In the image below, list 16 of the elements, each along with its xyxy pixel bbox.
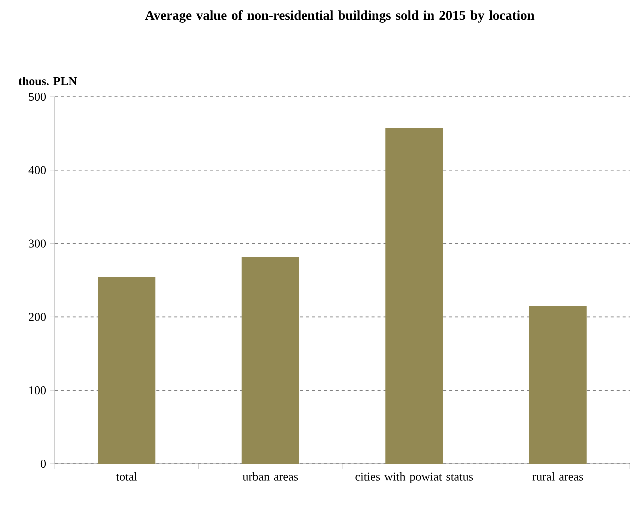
y-tick-label: 200 <box>29 313 46 322</box>
chart-title: Average value of non-residential buildings sold in 2015 by location <box>145 10 535 23</box>
bar <box>386 128 444 464</box>
y-tick-label: 500 <box>29 92 46 102</box>
x-tick-label: urban areas <box>242 472 298 481</box>
y-tick-label: 400 <box>28 166 46 174</box>
x-tick-label: total <box>116 472 138 481</box>
bar <box>98 278 156 464</box>
y-axis-title: thous. PLN <box>18 77 78 86</box>
y-tick-label: 100 <box>30 386 46 395</box>
bar <box>529 306 587 464</box>
bar <box>242 256 300 464</box>
y-tick-label: 300 <box>29 240 46 248</box>
x-tick-label: cities with powiat status <box>356 472 474 484</box>
y-tick-label: 0 <box>40 460 46 468</box>
x-tick-label: rural areas <box>532 472 584 481</box>
